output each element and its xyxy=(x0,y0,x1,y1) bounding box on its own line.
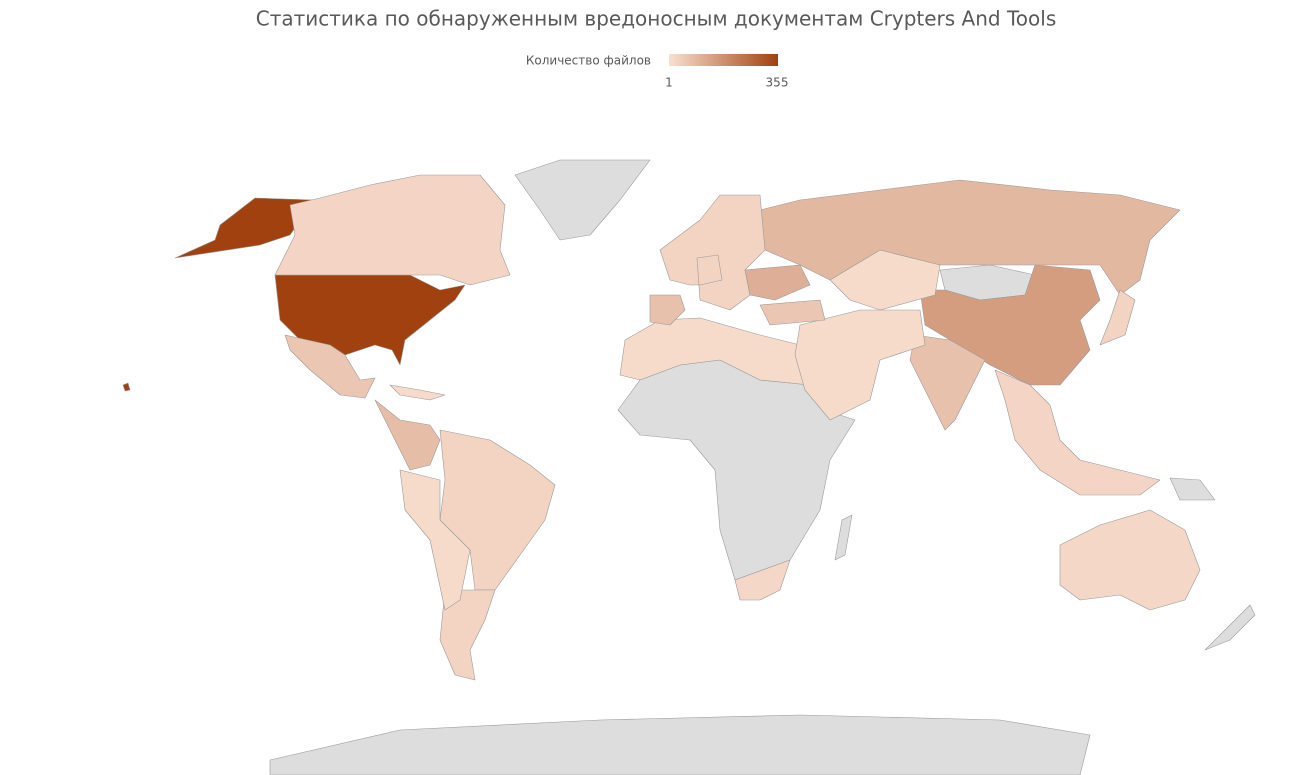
country-region xyxy=(794,309,926,421)
country-region xyxy=(619,317,811,386)
country-region xyxy=(734,559,791,601)
country-region xyxy=(1099,289,1136,346)
country-region xyxy=(399,469,471,611)
no-data-regions xyxy=(269,159,1256,775)
data-regions xyxy=(122,174,1201,681)
legend-min: 1 xyxy=(665,76,673,90)
country-region xyxy=(1059,509,1201,611)
country-region xyxy=(439,589,496,681)
greenland xyxy=(514,159,651,241)
country-region xyxy=(909,334,986,431)
country-region xyxy=(759,299,826,326)
map-title: Статистика по обнаруженным вредоносным д… xyxy=(256,7,1057,31)
country-region xyxy=(439,429,556,591)
country-region xyxy=(994,369,1161,496)
country-region xyxy=(829,249,941,311)
new-guinea xyxy=(1169,477,1216,501)
legend-scale xyxy=(669,54,778,66)
country-region xyxy=(274,174,511,286)
madagascar xyxy=(834,514,853,561)
country-region xyxy=(374,399,441,471)
country-region xyxy=(659,194,766,311)
country-region xyxy=(284,334,376,399)
new-zealand xyxy=(1204,604,1256,651)
legend-title: Количество файлов xyxy=(526,54,651,68)
country-region xyxy=(744,264,811,301)
country-region xyxy=(649,294,686,326)
legend-max: 355 xyxy=(766,76,789,90)
antarctica xyxy=(269,714,1091,775)
country-region xyxy=(389,384,446,401)
